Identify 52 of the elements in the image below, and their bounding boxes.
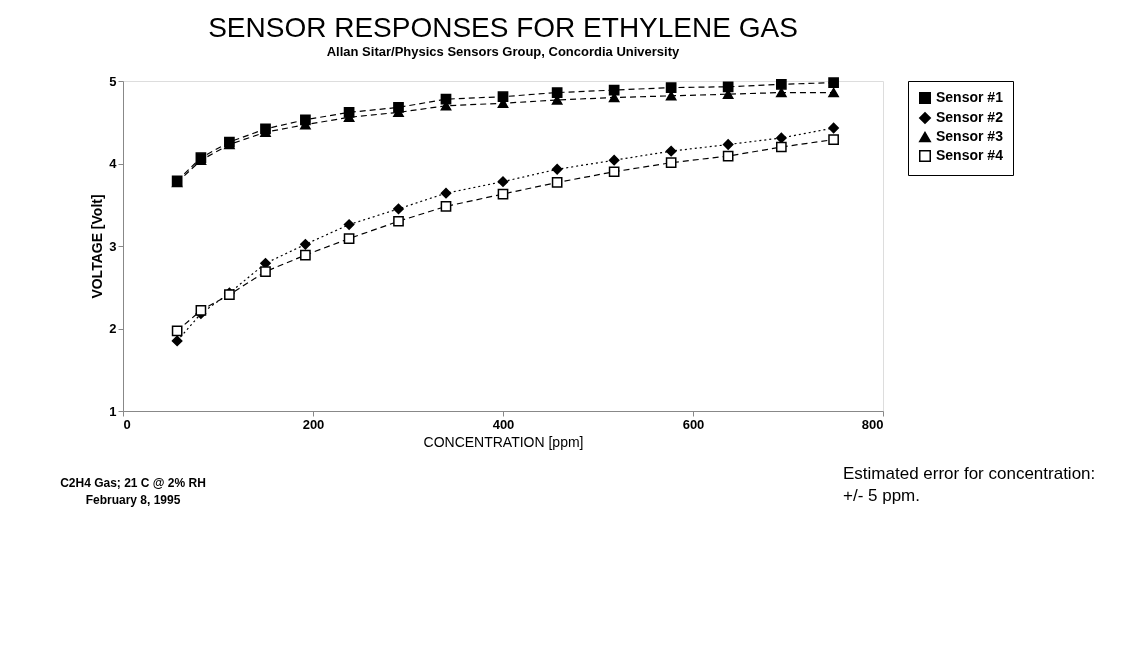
y-tick-label: 1 [109, 403, 117, 419]
text: Estimated error for concentration: +/- 5 ppm. [843, 464, 1096, 505]
point [551, 87, 563, 98]
chart-subtitle: Allan Sitar/Physics Sensors Group, Concordia University [326, 44, 681, 59]
y-tick-label: 5 [109, 73, 117, 89]
point [343, 219, 355, 230]
y-tick-label: 3 [109, 238, 117, 254]
point [775, 141, 787, 153]
point [828, 122, 839, 134]
legend-label: Sensor #1 [936, 89, 1004, 105]
x-tick-label: 0 [123, 416, 131, 432]
point [343, 233, 355, 244]
text: February 8, 1995 [85, 493, 181, 507]
y-tick-label: 2 [109, 321, 117, 336]
point [608, 166, 620, 178]
point [665, 157, 677, 169]
legend-label: Sensor #3 [936, 128, 1004, 144]
point [195, 304, 207, 316]
chart-title: SENSOR RESPONSES FOR ETHYLENE GAS [208, 12, 798, 43]
point [440, 201, 452, 212]
point [608, 154, 620, 166]
x-tick-label: 200 [302, 416, 325, 432]
point [608, 84, 620, 96]
x-tick-label: 800 [861, 416, 884, 432]
y-axis-title: VOLTAGE [Volt] [89, 194, 106, 299]
point [722, 81, 734, 93]
point [722, 139, 734, 150]
point [722, 150, 734, 162]
point [300, 249, 311, 261]
y-tick-label: 4 [109, 156, 118, 171]
point [828, 134, 839, 145]
point [171, 325, 183, 337]
x-axis-title: CONCENTRATION [ppm] [423, 433, 584, 450]
point [300, 238, 311, 250]
point [551, 177, 563, 188]
point [665, 82, 677, 93]
text: C2H4 Gas; 21 C @ 2% RH [60, 476, 206, 490]
point [828, 77, 839, 89]
point [440, 187, 452, 199]
x-tick-label: 600 [682, 416, 705, 432]
point [497, 176, 509, 188]
point [393, 203, 404, 215]
point [260, 266, 271, 277]
point [551, 163, 563, 175]
point [393, 215, 404, 227]
point [665, 145, 677, 157]
point [775, 78, 787, 90]
legend-label: Sensor #2 [936, 109, 1004, 125]
legend-label: Sensor #4 [936, 147, 1004, 163]
point [828, 87, 839, 98]
point [171, 335, 183, 347]
x-tick-label: 400 [492, 416, 515, 432]
